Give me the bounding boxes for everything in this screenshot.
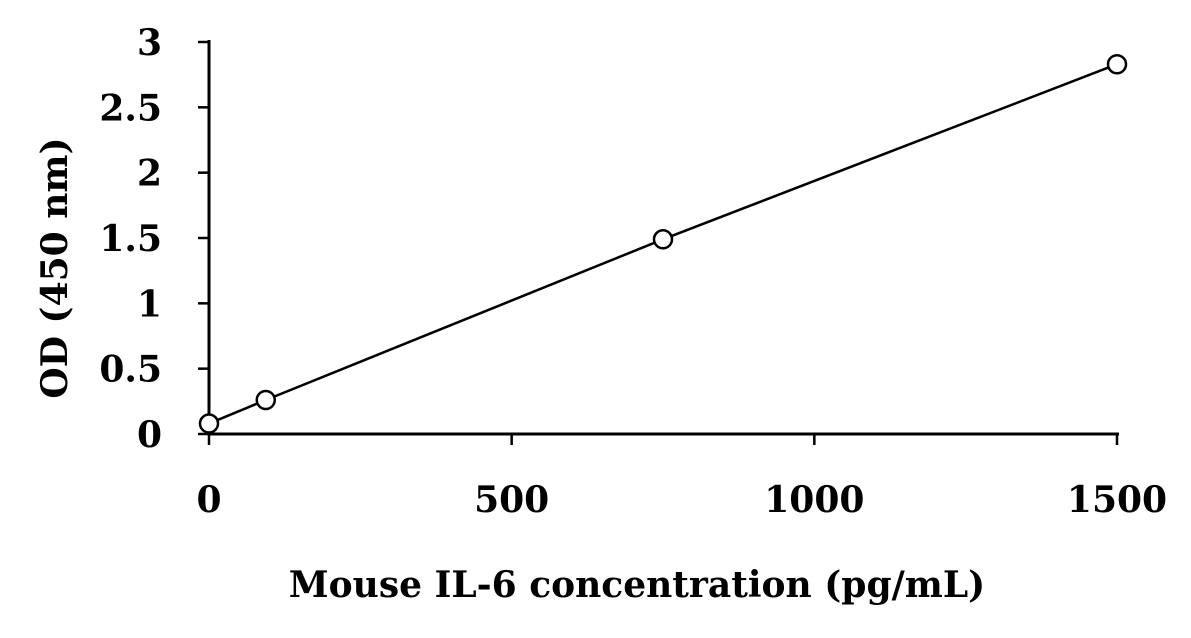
y-tick-label: 1.5 bbox=[99, 218, 162, 260]
data-point bbox=[652, 229, 674, 250]
y-tick-label: 2.5 bbox=[99, 87, 162, 129]
y-tick-label: 1 bbox=[137, 283, 162, 325]
series-line bbox=[208, 63, 1118, 425]
x-tick-label: 500 bbox=[474, 479, 549, 521]
x-tick-label: 1000 bbox=[764, 479, 864, 521]
y-tick-label: 2 bbox=[137, 153, 162, 195]
y-axis-title: OD (450 nm) bbox=[34, 137, 76, 398]
x-tick-label: 0 bbox=[196, 479, 221, 521]
x-tick-label: 1500 bbox=[1067, 479, 1167, 521]
x-axis-ticks: 0 500 1000 1500 bbox=[196, 434, 1167, 521]
x-axis-title: Mouse IL-6 concentration (pg/mL) bbox=[289, 564, 985, 606]
y-axis-ticks: 0 0.5 1 1.5 2 2.5 3 bbox=[99, 22, 209, 456]
data-point bbox=[1106, 53, 1128, 75]
y-tick-label: 3 bbox=[137, 22, 162, 64]
data-point bbox=[198, 413, 220, 434]
data-series bbox=[198, 53, 1128, 434]
y-tick-label: 0 bbox=[137, 414, 162, 456]
data-point bbox=[255, 389, 276, 411]
y-tick-label: 0.5 bbox=[99, 349, 162, 391]
